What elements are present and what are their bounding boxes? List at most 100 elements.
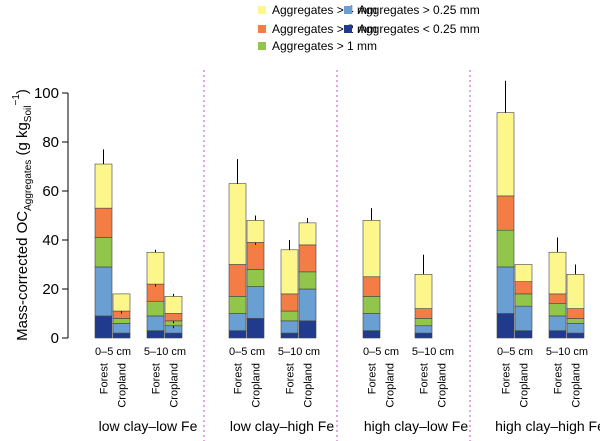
bar-segment-gt4 bbox=[94, 163, 113, 209]
land-use-label: Cropland bbox=[117, 363, 129, 408]
bar-segment-gt2 bbox=[298, 244, 317, 273]
bar-segment-gt4 bbox=[496, 112, 515, 197]
land-use-label: Forest bbox=[419, 363, 431, 394]
bar-segment-gt2 bbox=[496, 195, 515, 231]
land-use-label: Forest bbox=[285, 363, 297, 394]
y-tick-label: 0 bbox=[51, 330, 59, 347]
y-tick-label: 60 bbox=[42, 183, 59, 200]
group-label: low clay–low Fe bbox=[99, 418, 198, 434]
bar-segment-gt4 bbox=[514, 264, 533, 282]
bar-segment-gt1 bbox=[94, 237, 113, 268]
bar-segment-gt4 bbox=[146, 251, 165, 285]
y-axis-label-prefix: Mass-corrected OC bbox=[14, 211, 31, 341]
bar-segment-gt1 bbox=[112, 318, 131, 324]
bar-segment-lt025 bbox=[514, 330, 533, 339]
bar-segment-gt2 bbox=[164, 313, 183, 322]
legend-swatch-gt4 bbox=[258, 6, 266, 14]
bar-segment-gt025 bbox=[280, 320, 299, 334]
bar-segment-gt025 bbox=[414, 325, 433, 334]
group-label: high clay–low Fe bbox=[364, 418, 468, 434]
bar-segment-gt1 bbox=[146, 300, 165, 317]
land-use-label: Cropland bbox=[519, 363, 531, 408]
y-axis-label-unit-subscript: Soil bbox=[23, 106, 34, 123]
depth-label: 5–10 cm bbox=[278, 346, 320, 358]
bar-segment-lt025 bbox=[164, 332, 183, 339]
land-use-label: Cropland bbox=[251, 363, 263, 408]
group-separators bbox=[203, 70, 471, 441]
bar-segment-gt025 bbox=[146, 315, 165, 331]
bar-segment-gt1 bbox=[228, 296, 247, 314]
bar-segment-gt1 bbox=[566, 318, 585, 324]
y-axis-label-unit-open: (g kg bbox=[14, 122, 31, 160]
land-use-label: Forest bbox=[233, 363, 245, 394]
bar-segment-gt025 bbox=[228, 313, 247, 331]
group-label: low clay–high Fe bbox=[230, 418, 334, 434]
bar-segment-gt025 bbox=[298, 288, 317, 322]
land-use-label: Cropland bbox=[437, 363, 449, 408]
land-use-label: Forest bbox=[151, 363, 163, 394]
bar-segment-lt025 bbox=[94, 315, 113, 339]
bar-segment-gt4 bbox=[246, 220, 265, 243]
bar-segment-gt2 bbox=[514, 281, 533, 295]
bar-segment-gt4 bbox=[566, 273, 585, 309]
depth-label: 5–10 cm bbox=[546, 346, 588, 358]
bar-segment-gt1 bbox=[298, 271, 317, 290]
bar-segment-gt4 bbox=[112, 293, 131, 312]
bar-segment-gt1 bbox=[362, 296, 381, 314]
depth-label: 0–5 cm bbox=[229, 346, 265, 358]
depth-label: 0–5 cm bbox=[497, 346, 533, 358]
bar-segment-gt1 bbox=[414, 318, 433, 327]
legend-label-lt025: Aggregates < 0.25 mm bbox=[358, 22, 480, 36]
bar-segment-gt025 bbox=[94, 266, 113, 317]
bar-segment-gt4 bbox=[362, 220, 381, 278]
bar-segment-gt2 bbox=[280, 293, 299, 312]
y-axis-label-unit-close: ) bbox=[14, 89, 31, 94]
bar-segment-gt2 bbox=[362, 276, 381, 297]
bar-segment-gt2 bbox=[566, 308, 585, 319]
bar-segment-lt025 bbox=[566, 332, 585, 339]
legend-swatch-gt2 bbox=[258, 25, 266, 33]
land-use-label: Forest bbox=[367, 363, 379, 394]
bar-segment-gt2 bbox=[414, 308, 433, 319]
group-label: high clay–high Fe bbox=[495, 418, 600, 434]
bar-segment-gt025 bbox=[112, 322, 131, 334]
depth-label: 5–10 cm bbox=[412, 346, 454, 358]
land-use-label: Forest bbox=[553, 363, 565, 394]
bar-segment-lt025 bbox=[298, 320, 317, 339]
bar-segment-lt025 bbox=[112, 332, 131, 339]
legend-label-gt1: Aggregates > 1 mm bbox=[272, 39, 377, 53]
land-use-label: Cropland bbox=[571, 363, 583, 408]
bar-segment-lt025 bbox=[246, 318, 265, 339]
depth-label: 5–10 cm bbox=[144, 346, 186, 358]
y-axis: 0 20 40 60 80 100 bbox=[34, 85, 69, 347]
land-use-label: Forest bbox=[501, 363, 513, 394]
land-use-label: Cropland bbox=[169, 363, 181, 408]
bar-segment-lt025 bbox=[228, 330, 247, 339]
bar-segment-gt2 bbox=[146, 283, 165, 302]
bars bbox=[94, 80, 585, 339]
depth-label: 0–5 cm bbox=[363, 346, 399, 358]
land-use-label: Cropland bbox=[303, 363, 315, 408]
bar-segment-gt1 bbox=[548, 303, 567, 317]
bar-segment-gt4 bbox=[548, 251, 567, 295]
x-axis-labels: Forest Cropland 0–5 cm Forest Cropland 5–10 c… bbox=[95, 346, 600, 434]
bar-segment-lt025 bbox=[414, 332, 433, 339]
bar-segment-gt025 bbox=[496, 266, 515, 314]
depth-label: 0–5 cm bbox=[95, 346, 131, 358]
bar-segment-gt2 bbox=[548, 293, 567, 304]
y-tick-label: 20 bbox=[42, 281, 59, 298]
land-use-label: Cropland bbox=[385, 363, 397, 408]
bar-segment-gt025 bbox=[566, 322, 585, 334]
bar-segment-gt025 bbox=[548, 315, 567, 331]
bar-segment-gt2 bbox=[246, 242, 265, 270]
legend-label-gt025: Aggregates > 0.25 mm bbox=[358, 3, 480, 17]
y-tick-label: 100 bbox=[34, 85, 59, 102]
bar-segment-gt4 bbox=[414, 273, 433, 309]
bar-segment-gt4 bbox=[298, 222, 317, 246]
bar-segment-gt4 bbox=[164, 296, 183, 314]
bar-segment-gt025 bbox=[362, 313, 381, 331]
land-use-label: Forest bbox=[99, 363, 111, 394]
bar-segment-gt4 bbox=[280, 249, 299, 295]
